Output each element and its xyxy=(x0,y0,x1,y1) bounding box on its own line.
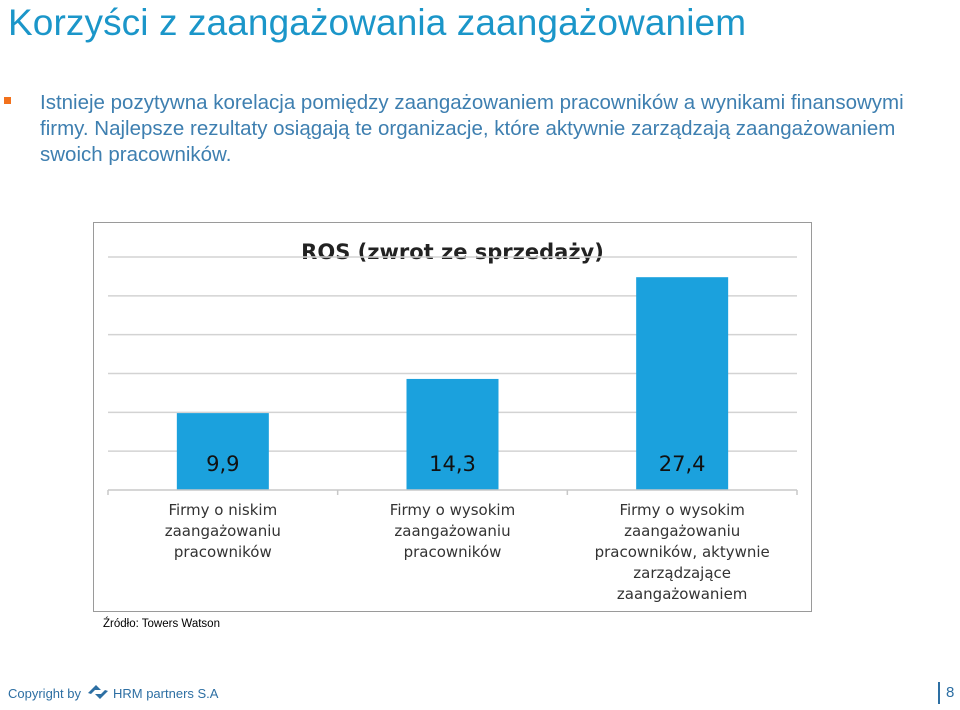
category-label-line: pracowników xyxy=(174,543,272,561)
chart-frame: ROS (zwrot ze sprzedaży) 9,9 Firmy o niski… xyxy=(93,222,812,612)
bar-1 xyxy=(176,413,269,490)
copyright-label: Copyright by xyxy=(8,686,81,701)
category-label-line: zaangażowaniu xyxy=(165,522,281,540)
bar-2 xyxy=(406,378,499,490)
bullet-text: Istnieje pozytywna korelacja pomiędzy za… xyxy=(40,91,904,166)
ros-bar-chart: ROS (zwrot ze sprzedaży) 9,9 Firmy o niski… xyxy=(107,240,798,603)
source-note: Źródło: Towers Watson xyxy=(103,618,220,630)
category-label-line: Firmy o wysokim xyxy=(619,501,744,519)
category-label-2: Firmy o wysokim zaangażowaniu pracowników xyxy=(390,501,515,561)
category-label-1: Firmy o niskim zaangażowaniu pracowników xyxy=(165,501,281,561)
category-label-line: zaangażowaniem xyxy=(617,585,748,603)
bar-3 xyxy=(636,277,729,490)
footer-divider xyxy=(938,682,940,704)
chart-title: ROS (zwrot ze sprzedaży) xyxy=(301,240,604,264)
bullet-marker xyxy=(4,97,11,104)
data-label-2: 14,3 xyxy=(429,452,476,476)
footer-copyright: Copyright by HRM partners S.A xyxy=(8,683,218,704)
category-label-line: pracowników xyxy=(404,543,502,561)
company-name: HRM partners S.A xyxy=(112,686,219,701)
slide-title: Korzyści z zaangażowania zaangażowaniem xyxy=(8,2,747,43)
page-number: 8 xyxy=(946,684,955,701)
category-label-line: Firmy o niskim xyxy=(168,501,277,519)
category-label-line: zaangażowaniu xyxy=(624,522,740,540)
hrm-partners-logo-icon xyxy=(86,683,110,704)
category-label-line: zaangażowaniu xyxy=(394,522,510,540)
category-label-line: pracowników, aktywnie xyxy=(595,543,770,561)
data-label-3: 27,4 xyxy=(659,452,706,476)
category-label-line: zarządzające xyxy=(633,564,731,582)
category-label-line: Firmy o wysokim xyxy=(390,501,515,519)
category-label-3: Firmy o wysokim zaangażowaniu pracowników,… xyxy=(595,501,770,603)
data-label-1: 9,9 xyxy=(206,452,239,476)
